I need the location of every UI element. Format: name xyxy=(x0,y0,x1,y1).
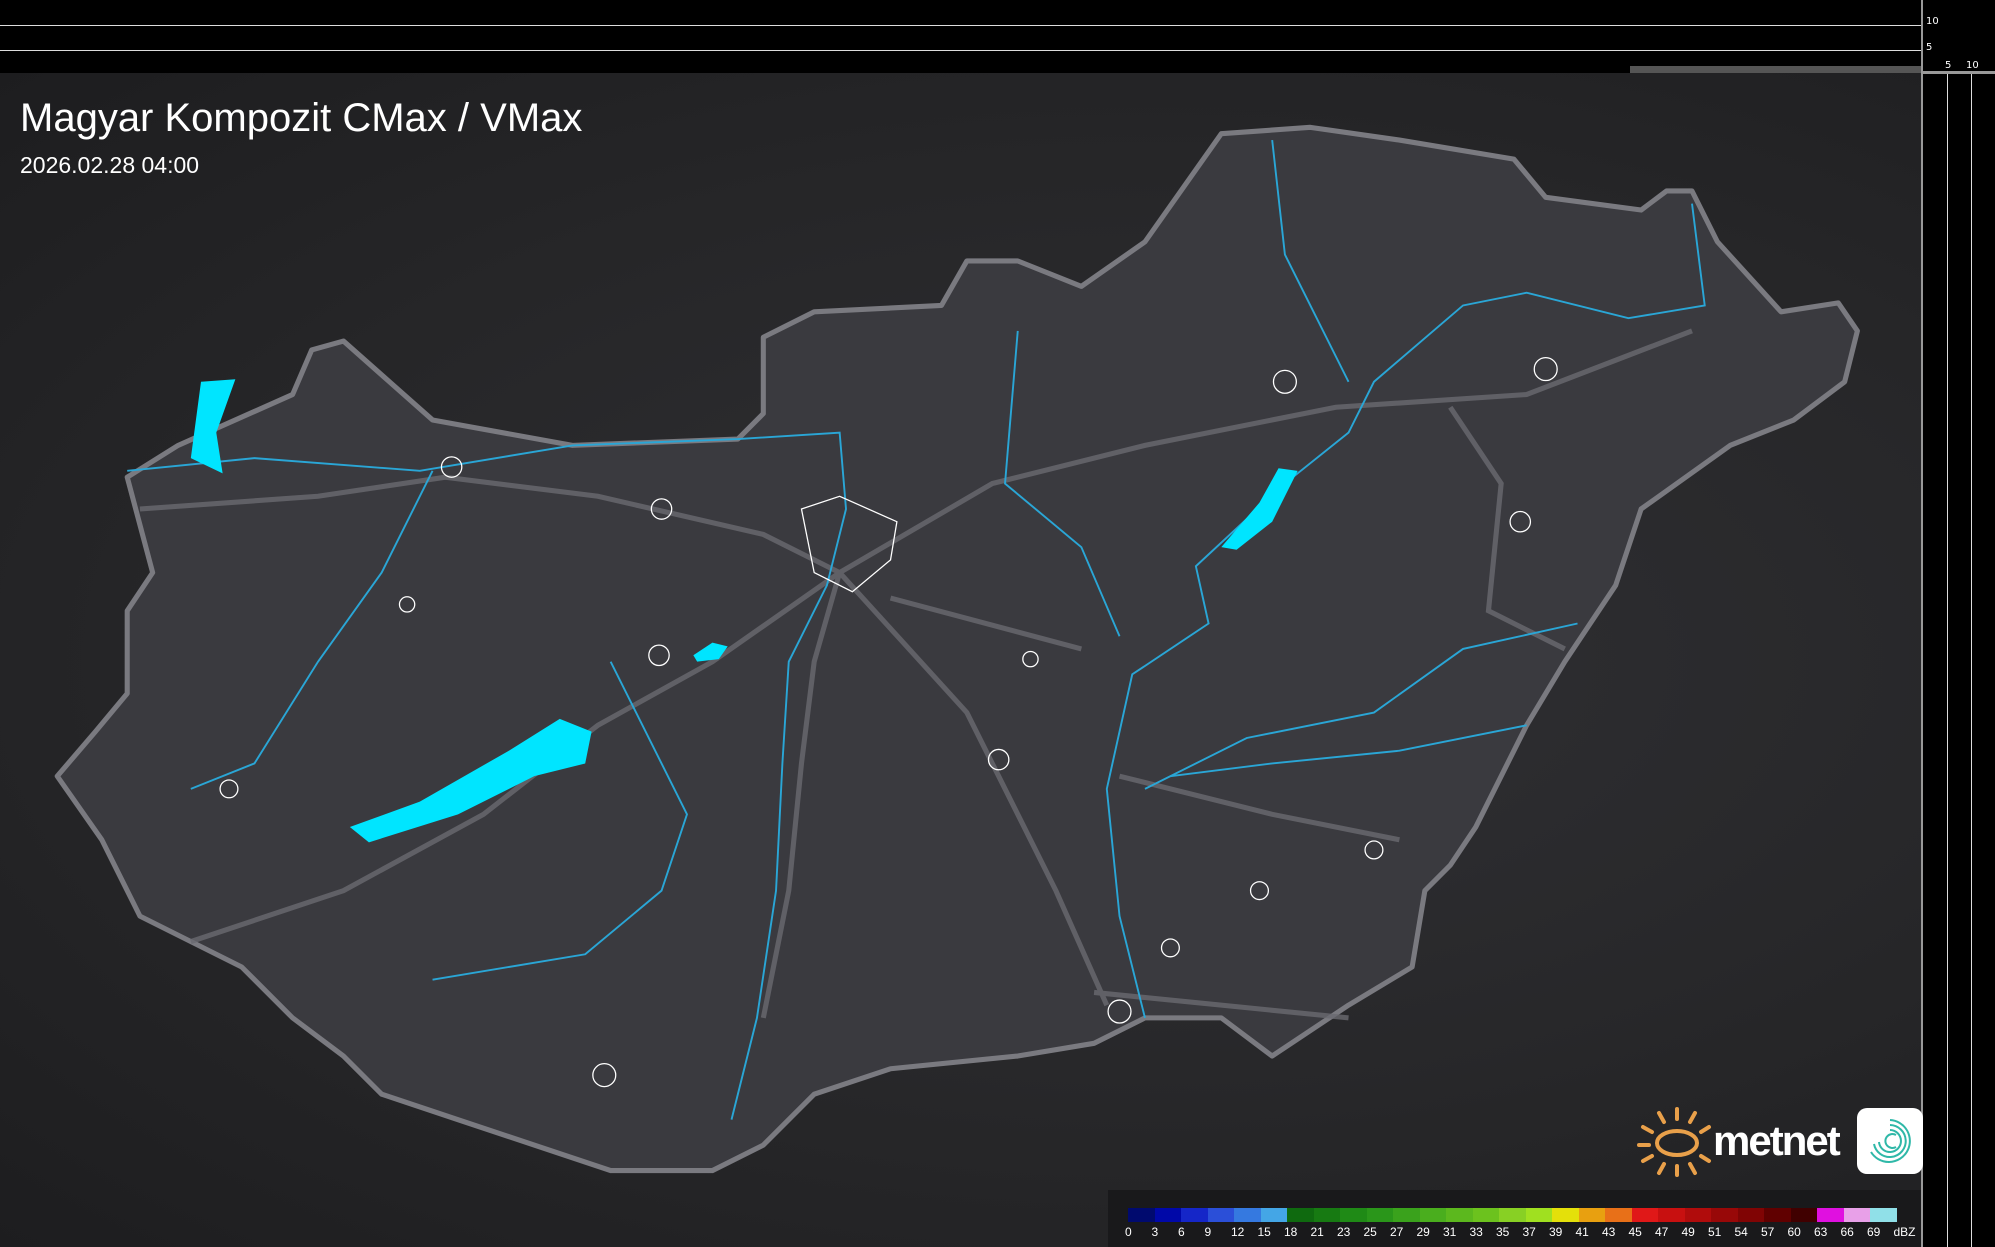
legend-label: 51 xyxy=(1708,1225,1722,1239)
legend-swatch xyxy=(1499,1208,1526,1222)
legend-label: 0 xyxy=(1125,1225,1132,1239)
legend-swatch xyxy=(1578,1208,1605,1222)
legend-label: 60 xyxy=(1787,1225,1801,1239)
legend-label: 41 xyxy=(1575,1225,1589,1239)
legend-swatch xyxy=(1764,1208,1791,1222)
legend-swatch xyxy=(1128,1208,1155,1222)
legend-label: 15 xyxy=(1257,1225,1271,1239)
legend-label: 37 xyxy=(1522,1225,1536,1239)
lake-ferto xyxy=(190,379,236,474)
legend-swatch xyxy=(1737,1208,1764,1222)
legend-label: 66 xyxy=(1840,1225,1854,1239)
legend-label: 3 xyxy=(1151,1225,1159,1239)
legend-swatch xyxy=(1446,1208,1473,1222)
legend-swatch xyxy=(1684,1208,1711,1222)
legend-swatch xyxy=(1631,1208,1658,1222)
gridline-10 xyxy=(0,25,1921,26)
legend-swatch xyxy=(1843,1208,1870,1222)
legend-labels: 0 3 6 9 12 15 18 21 23 25 27 29 31 33 35 37 39 41 43 45 47 49… xyxy=(1125,1225,1923,1239)
map-canvas xyxy=(54,124,1860,1174)
map-timestamp: 2026.02.28 04:00 xyxy=(20,152,200,178)
legend-label: 47 xyxy=(1655,1225,1669,1239)
panel-separator xyxy=(1923,71,1995,74)
legend-swatch xyxy=(1393,1208,1420,1222)
legend-swatch xyxy=(1207,1208,1234,1222)
lakes xyxy=(190,379,1298,843)
profile-bar xyxy=(1630,66,1921,73)
legend-swatch xyxy=(1260,1208,1287,1222)
legend-label: 63 xyxy=(1814,1225,1828,1239)
top-profile-panel xyxy=(0,0,1921,73)
legend-label: 33 xyxy=(1469,1225,1483,1239)
legend-label: 23 xyxy=(1337,1225,1351,1239)
legend-label: 54 xyxy=(1734,1225,1748,1239)
legend-label: 43 xyxy=(1602,1225,1616,1239)
legend-swatch xyxy=(1870,1208,1897,1222)
legend-label: 57 xyxy=(1761,1225,1775,1239)
settlement-outlines xyxy=(219,356,1558,1088)
legend-swatch xyxy=(1234,1208,1261,1222)
gridline-10 xyxy=(1971,74,1972,1247)
legend-label: 6 xyxy=(1178,1225,1185,1239)
legend-swatch xyxy=(1154,1208,1181,1222)
legend-label: 35 xyxy=(1496,1225,1510,1239)
legend-swatch xyxy=(1817,1208,1844,1222)
legend-swatch xyxy=(1605,1208,1632,1222)
gridline-5 xyxy=(1947,74,1948,1247)
tick-label: 5 xyxy=(1945,60,1952,71)
legend-swatch xyxy=(1313,1208,1340,1222)
gridline-5 xyxy=(0,50,1921,51)
legend-label: 49 xyxy=(1681,1225,1695,1239)
legend-label: 39 xyxy=(1549,1225,1563,1239)
brand-name: metnet xyxy=(1713,1117,1841,1164)
legend-label: 29 xyxy=(1416,1225,1430,1239)
legend-swatch xyxy=(1340,1208,1367,1222)
legend-label: 25 xyxy=(1363,1225,1377,1239)
tick-label: 5 xyxy=(1926,42,1933,53)
legend-label: 31 xyxy=(1443,1225,1457,1239)
legend-label: 18 xyxy=(1284,1225,1298,1239)
lake-tisza xyxy=(1221,468,1298,550)
legend-swatch xyxy=(1658,1208,1685,1222)
sun-icon xyxy=(1637,1107,1711,1177)
legend-label: 9 xyxy=(1204,1225,1212,1239)
swirl-icon xyxy=(1856,1108,1923,1174)
legend-color-bar xyxy=(1128,1208,1897,1222)
legend-swatch xyxy=(1790,1208,1817,1222)
rivers xyxy=(127,139,1706,1120)
legend-unit: dBZ xyxy=(1893,1225,1916,1239)
legend-label: 21 xyxy=(1310,1225,1324,1239)
legend-swatch xyxy=(1181,1208,1208,1222)
legend-swatch xyxy=(1419,1208,1446,1222)
legend-label: 45 xyxy=(1628,1225,1642,1239)
radar-map[interactable] xyxy=(0,73,1921,1247)
side-profile-panel: 10 5 5 10 xyxy=(1921,0,1995,1247)
legend-swatch xyxy=(1552,1208,1579,1222)
country-hungary xyxy=(54,124,1860,1174)
lake-velence xyxy=(693,642,728,662)
dbz-legend: 0 3 6 9 12 15 18 21 23 25 27 29 31 33 35 37 39 41 43 45 47 49… xyxy=(1108,1190,1921,1247)
metnet-logo: metnet xyxy=(1635,1105,1923,1177)
legend-label: 12 xyxy=(1231,1225,1245,1239)
map-title: Magyar Kompozit CMax / VMax xyxy=(20,96,583,140)
legend-swatch xyxy=(1366,1208,1393,1222)
tick-label: 10 xyxy=(1926,16,1939,27)
tick-label: 10 xyxy=(1966,60,1979,71)
legend-swatch xyxy=(1287,1208,1314,1222)
legend-swatch xyxy=(1525,1208,1552,1222)
legend-swatch xyxy=(1711,1208,1738,1222)
legend-swatch xyxy=(1472,1208,1499,1222)
legend-label: 27 xyxy=(1390,1225,1404,1239)
legend-label: 69 xyxy=(1867,1225,1881,1239)
lake-balaton xyxy=(349,718,592,843)
